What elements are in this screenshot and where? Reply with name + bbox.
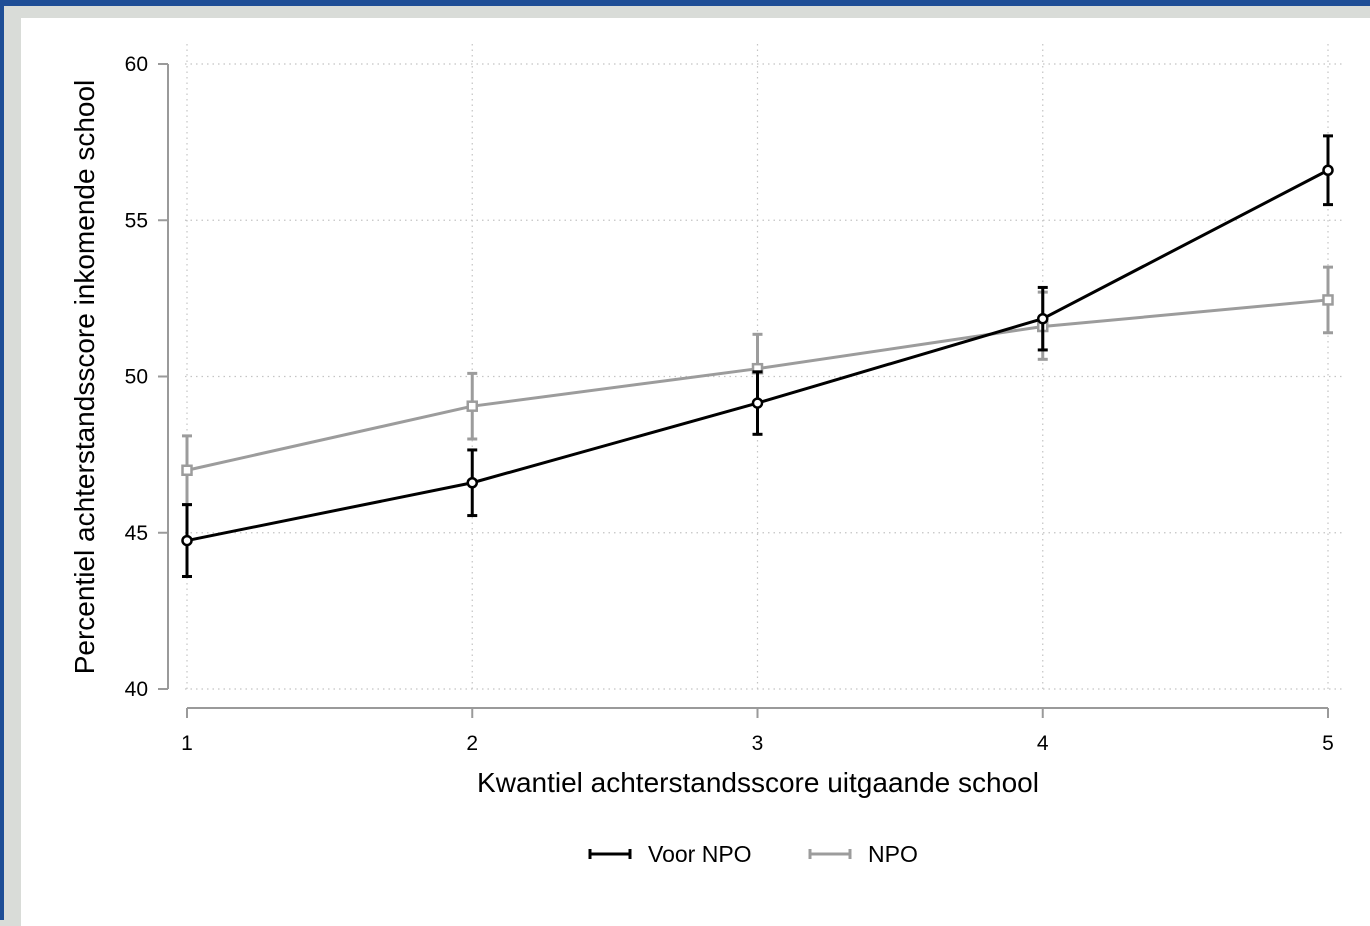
y-tick-label: 40	[125, 678, 148, 701]
x-tick-label: 3	[752, 732, 764, 755]
legend-label: Voor NPO	[648, 841, 752, 867]
series-npo	[181, 265, 1334, 507]
x-tick-label: 5	[1322, 732, 1334, 755]
data-point	[751, 397, 764, 409]
x-axis-title: Kwantiel achterstandsscore uitgaande sch…	[477, 767, 1039, 798]
chart-panel	[21, 18, 1370, 926]
legend-item: Voor NPO	[588, 841, 752, 867]
y-axis-title: Percentiel achterstandsscore inkomende s…	[69, 80, 100, 675]
data-point	[181, 464, 193, 476]
x-tick-label: 1	[181, 732, 193, 755]
x-tick-label: 2	[466, 732, 478, 755]
x-tick-label: 4	[1037, 732, 1049, 755]
y-tick-label: 45	[125, 522, 148, 545]
data-point	[466, 400, 478, 412]
y-tick-label: 55	[125, 209, 148, 232]
y-tick-label: 60	[125, 53, 148, 76]
data-point	[1322, 164, 1334, 176]
legend-label: NPO	[868, 841, 918, 867]
legend: Voor NPO NPO	[588, 841, 918, 867]
gridlines	[185, 44, 1345, 690]
data-point	[1322, 294, 1334, 306]
y-tick-label: 50	[125, 366, 148, 389]
data-series	[181, 134, 1334, 578]
data-point	[181, 534, 193, 547]
legend-item: NPO	[808, 841, 918, 867]
series-voor-npo	[181, 134, 1334, 578]
data-point	[466, 477, 478, 489]
data-point	[1037, 312, 1049, 325]
axes	[167, 64, 1328, 709]
